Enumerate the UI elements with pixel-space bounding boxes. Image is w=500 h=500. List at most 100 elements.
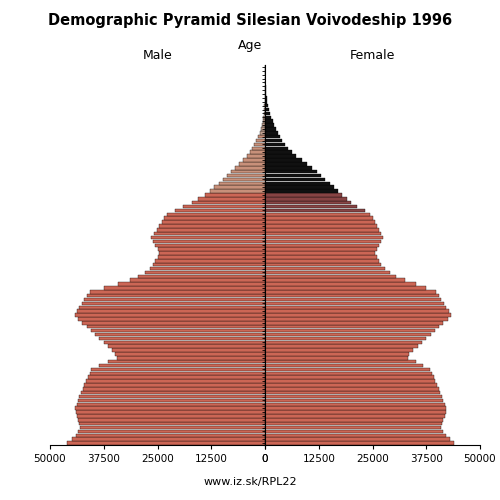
Bar bbox=[265, 325, 439, 328]
Bar bbox=[265, 259, 379, 262]
Bar bbox=[205, 193, 265, 196]
Bar bbox=[265, 244, 379, 247]
Title: Female: Female bbox=[350, 50, 395, 62]
Text: www.iz.sk/RPL22: www.iz.sk/RPL22 bbox=[203, 478, 297, 488]
Bar bbox=[265, 310, 449, 313]
Bar bbox=[265, 224, 377, 228]
Bar bbox=[265, 364, 423, 368]
Bar bbox=[265, 340, 422, 344]
Bar bbox=[162, 220, 265, 224]
Bar bbox=[265, 368, 430, 371]
Bar bbox=[265, 112, 270, 115]
Bar bbox=[265, 395, 442, 398]
Bar bbox=[265, 348, 414, 352]
Bar bbox=[159, 252, 265, 255]
Bar bbox=[76, 410, 265, 414]
Bar bbox=[265, 96, 266, 100]
Bar bbox=[78, 418, 265, 422]
Title: Male: Male bbox=[142, 50, 172, 62]
Bar bbox=[156, 228, 265, 232]
Text: Demographic Pyramid Silesian Voivodeship 1996: Demographic Pyramid Silesian Voivodeship… bbox=[48, 12, 452, 28]
Bar bbox=[78, 317, 265, 320]
Bar bbox=[100, 364, 265, 368]
Bar bbox=[76, 402, 265, 406]
Bar bbox=[265, 92, 266, 96]
Bar bbox=[265, 120, 272, 123]
Bar bbox=[156, 244, 265, 247]
Bar bbox=[265, 108, 269, 112]
Bar bbox=[265, 186, 334, 189]
Bar bbox=[243, 158, 265, 162]
Bar bbox=[261, 127, 265, 130]
Bar bbox=[265, 228, 379, 232]
Bar bbox=[265, 216, 372, 220]
Bar bbox=[265, 306, 446, 309]
Bar bbox=[265, 208, 365, 212]
Bar bbox=[80, 426, 265, 430]
Bar bbox=[265, 116, 271, 119]
Bar bbox=[152, 236, 265, 240]
Bar bbox=[265, 84, 266, 88]
Bar bbox=[265, 387, 438, 390]
Bar bbox=[265, 135, 280, 138]
Bar bbox=[236, 166, 265, 170]
Bar bbox=[76, 414, 265, 418]
Bar bbox=[265, 422, 442, 426]
Bar bbox=[164, 216, 265, 220]
Bar bbox=[167, 212, 265, 216]
Bar bbox=[265, 190, 338, 193]
Bar bbox=[265, 240, 381, 243]
Bar bbox=[265, 298, 442, 302]
Bar bbox=[156, 259, 265, 262]
Bar bbox=[82, 321, 265, 324]
Bar bbox=[153, 263, 265, 266]
Bar bbox=[262, 120, 265, 123]
Bar bbox=[116, 352, 265, 356]
Bar bbox=[265, 360, 416, 364]
Bar bbox=[265, 438, 450, 441]
Bar bbox=[264, 112, 265, 115]
Bar bbox=[265, 402, 444, 406]
Bar bbox=[76, 310, 265, 313]
Bar bbox=[198, 197, 265, 200]
Bar bbox=[265, 434, 446, 437]
Bar bbox=[75, 314, 265, 317]
Bar bbox=[265, 201, 351, 204]
Bar bbox=[265, 142, 285, 146]
Bar bbox=[265, 274, 396, 278]
Bar bbox=[104, 286, 265, 290]
Bar bbox=[232, 170, 265, 173]
Bar bbox=[260, 131, 265, 134]
Bar bbox=[265, 278, 405, 282]
Bar bbox=[75, 406, 265, 410]
Bar bbox=[87, 294, 265, 298]
Bar bbox=[265, 127, 276, 130]
Bar bbox=[108, 344, 265, 348]
Bar bbox=[95, 332, 265, 336]
Bar bbox=[265, 104, 268, 108]
Bar bbox=[67, 442, 265, 445]
Bar bbox=[265, 332, 430, 336]
Bar bbox=[265, 174, 321, 178]
Bar bbox=[104, 340, 265, 344]
Bar bbox=[86, 325, 265, 328]
Bar bbox=[265, 442, 454, 445]
Bar bbox=[92, 368, 265, 371]
Bar bbox=[265, 131, 278, 134]
Bar bbox=[256, 139, 265, 142]
Bar bbox=[154, 232, 265, 235]
Bar bbox=[218, 182, 265, 185]
Bar bbox=[265, 154, 296, 158]
Bar bbox=[265, 158, 302, 162]
Bar bbox=[265, 166, 312, 170]
Bar bbox=[265, 372, 432, 375]
Bar bbox=[265, 414, 444, 418]
Bar bbox=[265, 383, 437, 386]
Bar bbox=[84, 383, 265, 386]
Bar bbox=[265, 321, 444, 324]
Bar bbox=[265, 294, 438, 298]
Bar bbox=[78, 398, 265, 402]
Bar bbox=[265, 212, 370, 216]
Bar bbox=[159, 224, 265, 228]
Bar bbox=[265, 220, 374, 224]
